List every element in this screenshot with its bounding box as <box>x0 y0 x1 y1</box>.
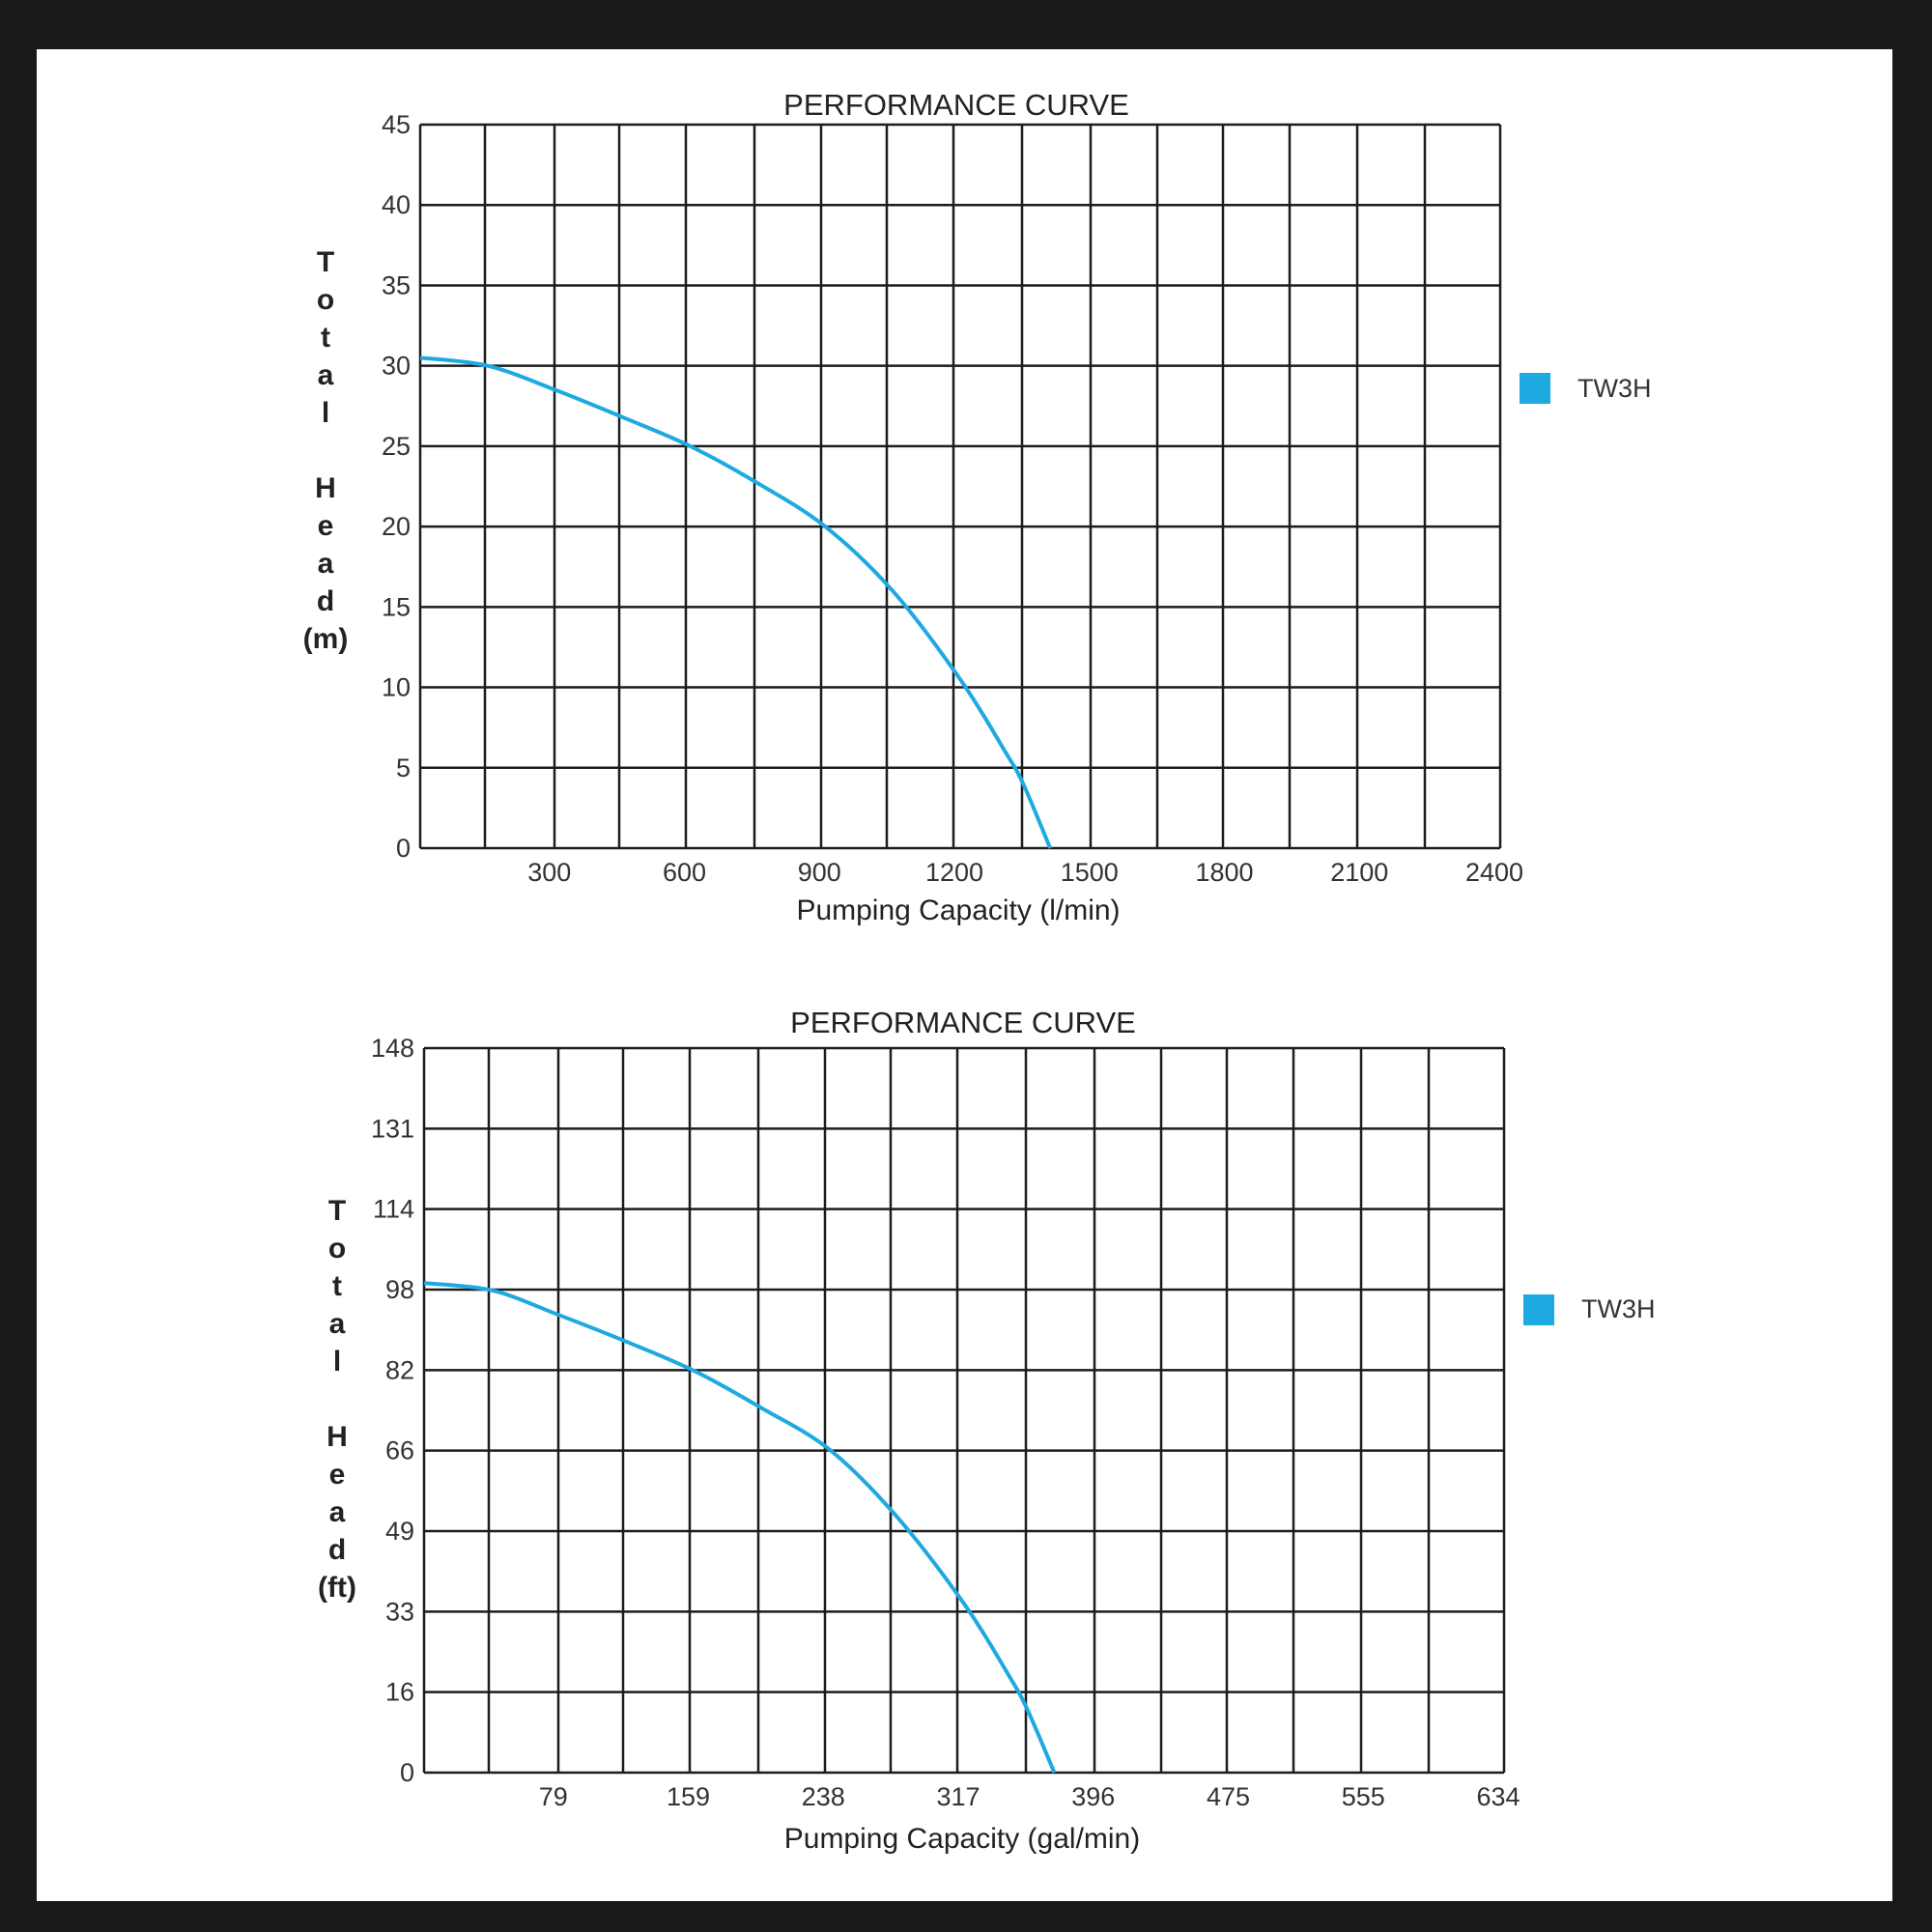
y-axis-label-char: H <box>315 472 336 504</box>
chart-1: PERFORMANCE CURVE 0 5 10 15 20 25 30 35 40 45 300 60… <box>303 88 1652 926</box>
y-axis-label-char: T <box>328 1195 346 1227</box>
y-tick-label: 45 <box>382 110 411 139</box>
x-tick-label: 600 <box>663 858 706 887</box>
x-tick-label: 2100 <box>1330 858 1388 887</box>
chart-title: PERFORMANCE CURVE <box>783 88 1129 122</box>
x-tick-label: 1500 <box>1061 858 1119 887</box>
y-tick-label: 49 <box>385 1517 414 1546</box>
chart-2: PERFORMANCE CURVE 0 16 33 49 66 82 98 114 131 148 7… <box>318 1006 1655 1855</box>
y-tick-label: 16 <box>385 1678 414 1707</box>
y-axis-label-char: H <box>327 1421 348 1453</box>
legend-swatch <box>1520 373 1550 404</box>
y-axis-label-char: (ft) <box>318 1572 356 1604</box>
x-tick-label: 317 <box>936 1782 980 1811</box>
y-axis-label-char: e <box>329 1459 346 1491</box>
x-tick-label: 300 <box>527 858 571 887</box>
x-axis-label: Pumping Capacity (gal/min) <box>784 1823 1140 1855</box>
y-axis-label-char: a <box>318 359 334 391</box>
x-tick-label: 79 <box>539 1782 568 1811</box>
y-axis-label-char: l <box>322 397 329 429</box>
y-tick-label: 30 <box>382 352 411 381</box>
x-tick-label: 1800 <box>1195 858 1253 887</box>
y-axis-label-char: l <box>333 1346 341 1378</box>
x-tick-label: 396 <box>1071 1782 1115 1811</box>
y-axis-label-char: t <box>332 1270 342 1302</box>
legend-label: TW3H <box>1577 374 1652 403</box>
y-tick-label: 0 <box>400 1758 414 1787</box>
x-tick-label: 900 <box>798 858 841 887</box>
y-axis-label-char: T <box>317 246 334 278</box>
y-tick-label: 66 <box>385 1436 414 1465</box>
y-tick-label: 25 <box>382 432 411 461</box>
y-tick-label: 33 <box>385 1597 414 1626</box>
series-line-tw3h <box>419 355 1053 849</box>
y-axis-label-char: e <box>318 510 334 542</box>
y-axis-label-char: o <box>328 1233 346 1264</box>
x-tick-label: 1200 <box>925 858 983 887</box>
y-axis-label-char: t <box>321 322 330 354</box>
series-line-tw3h <box>423 1281 1057 1774</box>
legend-label: TW3H <box>1581 1294 1656 1323</box>
chart-title: PERFORMANCE CURVE <box>790 1006 1136 1039</box>
y-axis-label-char: d <box>328 1534 346 1566</box>
x-tick-label: 238 <box>802 1782 845 1811</box>
y-tick-label: 0 <box>396 834 411 863</box>
y-tick-label: 114 <box>373 1195 414 1224</box>
x-tick-label: 555 <box>1342 1782 1385 1811</box>
legend-swatch <box>1523 1294 1554 1325</box>
y-axis-label-char: o <box>317 284 334 316</box>
page-background <box>37 49 1892 1901</box>
y-tick-label: 10 <box>382 673 411 702</box>
y-tick-label: 131 <box>371 1114 414 1143</box>
y-tick-label: 35 <box>382 270 411 299</box>
y-axis-label-char: d <box>317 585 334 617</box>
x-tick-label: 475 <box>1207 1782 1250 1811</box>
y-tick-label: 5 <box>396 753 411 782</box>
y-tick-label: 148 <box>371 1034 414 1063</box>
y-axis-label-char: (m) <box>303 623 349 655</box>
x-tick-label: 2400 <box>1465 858 1523 887</box>
x-axis-label: Pumping Capacity (l/min) <box>796 895 1120 926</box>
x-tick-label: 159 <box>667 1782 710 1811</box>
x-tick-label: 634 <box>1476 1782 1520 1811</box>
y-tick-label: 40 <box>382 190 411 219</box>
y-tick-label: 98 <box>385 1275 414 1304</box>
y-tick-label: 82 <box>385 1355 414 1384</box>
y-axis-label-char: a <box>329 1308 346 1340</box>
y-tick-label: 20 <box>382 512 411 541</box>
y-axis-label-char: a <box>318 548 334 580</box>
y-tick-label: 15 <box>382 592 411 621</box>
y-axis-label-char: a <box>329 1496 346 1528</box>
